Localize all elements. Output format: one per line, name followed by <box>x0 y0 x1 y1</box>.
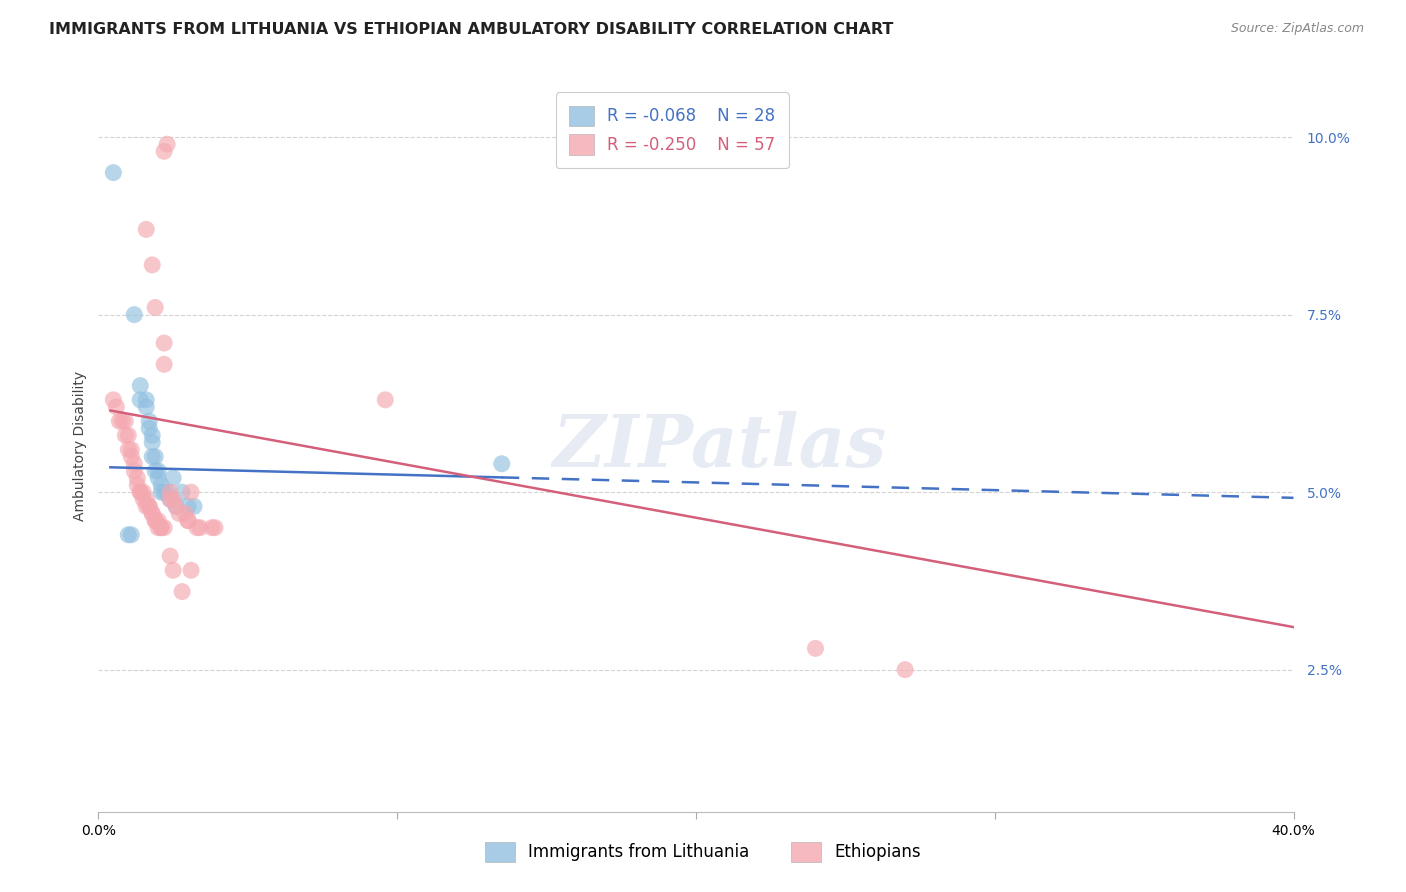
Point <box>172 584 194 599</box>
Text: IMMIGRANTS FROM LITHUANIA VS ETHIOPIAN AMBULATORY DISABILITY CORRELATION CHART: IMMIGRANTS FROM LITHUANIA VS ETHIOPIAN A… <box>49 22 894 37</box>
Point <box>129 485 152 500</box>
Point <box>162 563 184 577</box>
Point <box>111 414 134 428</box>
Point <box>153 145 176 159</box>
Point <box>141 450 163 464</box>
Text: ZIPatlas: ZIPatlas <box>553 410 887 482</box>
Point <box>156 137 179 152</box>
Point <box>114 414 136 428</box>
Point <box>129 378 152 392</box>
Point <box>120 450 142 464</box>
Point <box>162 492 184 507</box>
Point <box>165 500 187 514</box>
Point <box>129 485 152 500</box>
Point <box>148 471 170 485</box>
Point <box>153 485 176 500</box>
Point <box>138 500 160 514</box>
Point <box>167 507 190 521</box>
Point <box>153 521 176 535</box>
Point <box>204 521 226 535</box>
Point <box>138 414 160 428</box>
Point <box>127 471 149 485</box>
Point <box>177 514 200 528</box>
Point <box>148 521 170 535</box>
Point <box>159 485 181 500</box>
Point <box>141 258 163 272</box>
Point <box>165 500 187 514</box>
Point <box>138 500 160 514</box>
Point <box>177 514 200 528</box>
Point <box>135 400 157 414</box>
Point <box>135 500 157 514</box>
Point <box>141 507 163 521</box>
Point <box>172 485 194 500</box>
Point <box>491 457 513 471</box>
Point <box>201 521 224 535</box>
Point <box>132 485 155 500</box>
Point <box>114 428 136 442</box>
Point <box>150 485 173 500</box>
Point <box>177 500 200 514</box>
Point <box>804 641 827 656</box>
Point <box>117 528 139 542</box>
Point <box>141 428 163 442</box>
Point <box>150 521 173 535</box>
Point <box>129 392 152 407</box>
Point <box>150 478 173 492</box>
Legend: Immigrants from Lithuania, Ethiopians: Immigrants from Lithuania, Ethiopians <box>477 833 929 871</box>
Point <box>124 308 146 322</box>
Point <box>894 663 917 677</box>
Point <box>143 514 166 528</box>
Point <box>143 301 166 315</box>
Y-axis label: Ambulatory Disability: Ambulatory Disability <box>73 371 87 521</box>
Point <box>156 485 179 500</box>
Point <box>150 521 173 535</box>
Point <box>124 457 146 471</box>
Point <box>153 357 176 371</box>
Point <box>148 464 170 478</box>
Point <box>162 471 184 485</box>
Point <box>374 392 396 407</box>
Point <box>188 521 211 535</box>
Point <box>180 485 202 500</box>
Point <box>141 435 163 450</box>
Point <box>159 492 181 507</box>
Point <box>108 414 131 428</box>
Point <box>143 450 166 464</box>
Point <box>132 492 155 507</box>
Point <box>120 528 142 542</box>
Point <box>120 442 142 457</box>
Point <box>183 500 205 514</box>
Point <box>135 492 157 507</box>
Point <box>159 492 181 507</box>
Point <box>103 392 125 407</box>
Point <box>143 464 166 478</box>
Text: Source: ZipAtlas.com: Source: ZipAtlas.com <box>1230 22 1364 36</box>
Point <box>153 336 176 351</box>
Point <box>117 428 139 442</box>
Point <box>117 442 139 457</box>
Point <box>141 507 163 521</box>
Point <box>186 521 208 535</box>
Point <box>127 478 149 492</box>
Point <box>148 514 170 528</box>
Point <box>138 421 160 435</box>
Point <box>124 464 146 478</box>
Point <box>174 507 197 521</box>
Point <box>143 514 166 528</box>
Point <box>105 400 128 414</box>
Legend: R = -0.068    N = 28, R = -0.250    N = 57: R = -0.068 N = 28, R = -0.250 N = 57 <box>555 92 789 168</box>
Point <box>135 222 157 236</box>
Point <box>103 165 125 179</box>
Point <box>180 563 202 577</box>
Point <box>135 392 157 407</box>
Point <box>159 549 181 563</box>
